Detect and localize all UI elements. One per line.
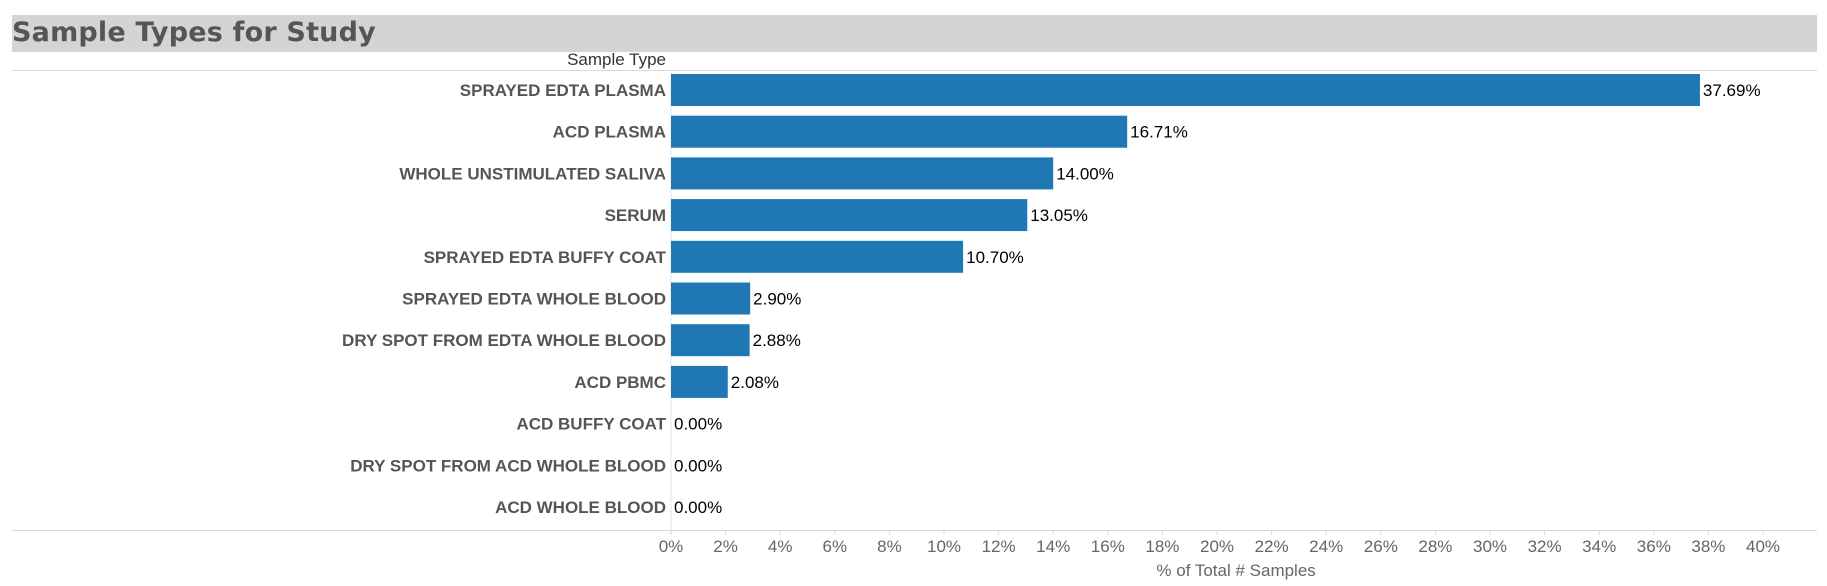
data-label: 37.69% <box>1703 81 1761 100</box>
category-label: DRY SPOT FROM ACD WHOLE BLOOD <box>350 456 666 475</box>
page-title: Sample Types for Study <box>12 17 376 48</box>
header-divider <box>12 70 1817 71</box>
bar <box>671 365 728 398</box>
data-label: 2.08% <box>731 373 779 392</box>
data-label: 14.00% <box>1056 164 1114 183</box>
x-tick-label: 6% <box>823 537 848 556</box>
column-header-sample-type: Sample Type <box>567 50 666 69</box>
category-label: SPRAYED EDTA WHOLE BLOOD <box>402 290 666 309</box>
x-tick-label: 4% <box>768 537 793 556</box>
category-label: SPRAYED EDTA PLASMA <box>460 81 666 100</box>
axis-divider <box>12 530 1817 531</box>
x-tick-label: 0% <box>659 537 684 556</box>
x-tick-label: 30% <box>1473 537 1507 556</box>
x-tick-label: 22% <box>1255 537 1289 556</box>
title-bar: Sample Types for Study <box>12 15 1817 52</box>
category-label: SERUM <box>605 206 666 225</box>
x-tick-label: 16% <box>1091 537 1125 556</box>
category-label: DRY SPOT FROM EDTA WHOLE BLOOD <box>342 331 666 350</box>
x-tick-label: 26% <box>1364 537 1398 556</box>
x-tick-label: 2% <box>713 537 738 556</box>
data-label: 2.88% <box>753 331 801 350</box>
x-tick-label: 38% <box>1691 537 1725 556</box>
category-label: ACD PBMC <box>574 373 666 392</box>
data-label: 13.05% <box>1030 206 1088 225</box>
x-tick-label: 20% <box>1200 537 1234 556</box>
x-axis-title: % of Total # Samples <box>1156 561 1315 580</box>
x-tick-label: 28% <box>1418 537 1452 556</box>
x-tick-label: 18% <box>1145 537 1179 556</box>
bar <box>671 74 1700 106</box>
category-label: ACD PLASMA <box>553 123 666 142</box>
category-label: ACD WHOLE BLOOD <box>495 498 666 517</box>
x-tick-label: 24% <box>1309 537 1343 556</box>
x-tick-label: 14% <box>1036 537 1070 556</box>
x-tick-label: 36% <box>1637 537 1671 556</box>
x-tick-label: 8% <box>877 537 902 556</box>
x-tick-label: 34% <box>1582 537 1616 556</box>
category-label: SPRAYED EDTA BUFFY COAT <box>424 248 667 267</box>
data-label: 2.90% <box>753 290 801 309</box>
x-tick-label: 40% <box>1746 537 1780 556</box>
bar <box>671 282 751 315</box>
x-tick-label: 10% <box>927 537 961 556</box>
data-label: 16.71% <box>1130 123 1188 142</box>
data-label: 10.70% <box>966 248 1024 267</box>
data-label: 0.00% <box>674 456 722 475</box>
data-label: 0.00% <box>674 415 722 434</box>
bar <box>671 157 1054 190</box>
category-label: WHOLE UNSTIMULATED SALIVA <box>399 164 666 183</box>
bar <box>671 240 964 273</box>
data-label: 0.00% <box>674 498 722 517</box>
category-label: ACD BUFFY COAT <box>516 415 666 434</box>
bar <box>671 115 1128 148</box>
bar <box>671 199 1028 232</box>
bar <box>671 324 750 357</box>
x-tick-label: 12% <box>982 537 1016 556</box>
x-tick-label: 32% <box>1528 537 1562 556</box>
